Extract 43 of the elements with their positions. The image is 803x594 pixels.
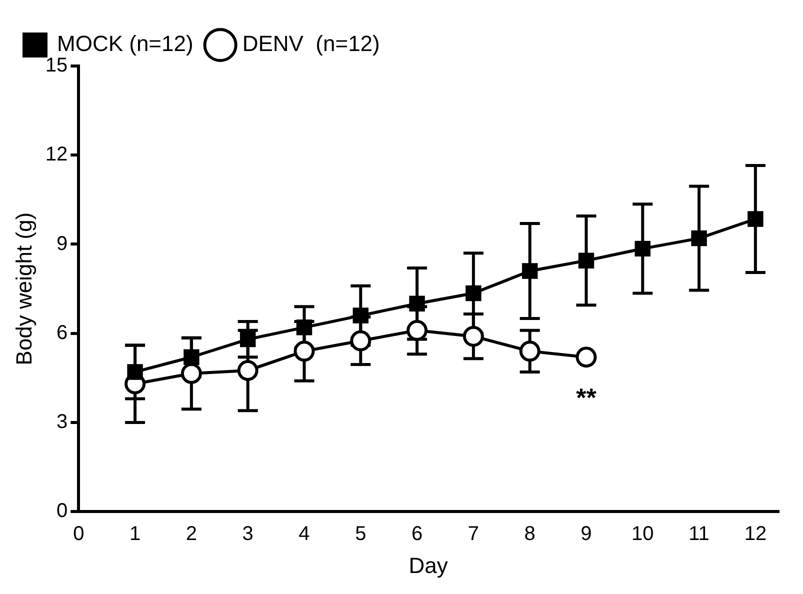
x-tick-label: 8 xyxy=(524,523,536,546)
x-tick-label: 7 xyxy=(468,523,480,546)
x-tick-label: 9 xyxy=(580,523,592,546)
legend-label: DENV (n=12) xyxy=(242,31,380,56)
point xyxy=(748,211,764,227)
point xyxy=(352,308,369,324)
annotation: ** xyxy=(576,382,598,412)
x-tick-label: 1 xyxy=(129,523,141,546)
x-tick-label: 12 xyxy=(744,523,767,546)
y-tick-label: 6 xyxy=(56,322,68,344)
point xyxy=(578,252,594,268)
x-tick-label: 0 xyxy=(73,523,84,546)
point xyxy=(634,240,651,257)
x-tick-label: 5 xyxy=(355,523,366,546)
point xyxy=(240,331,256,348)
point xyxy=(296,320,312,336)
x-tick-label: 11 xyxy=(688,523,710,546)
y-tick-label: 0 xyxy=(56,500,68,522)
legend-label: MOCK (n=12) xyxy=(57,31,194,56)
point xyxy=(406,320,428,341)
x-tick-label: 3 xyxy=(242,523,254,546)
point xyxy=(466,285,482,302)
point xyxy=(462,326,484,347)
x-tick-label: 6 xyxy=(411,523,423,546)
point xyxy=(184,349,200,365)
point xyxy=(519,340,540,362)
y-axis-title: Body weight (g) xyxy=(11,212,36,366)
point xyxy=(409,296,425,312)
point xyxy=(350,330,372,352)
x-tick-label: 10 xyxy=(632,523,654,546)
x-axis-title: Day xyxy=(408,552,448,578)
point xyxy=(127,364,143,380)
x-tick-label: 2 xyxy=(186,523,198,546)
y-tick-label: 3 xyxy=(56,410,68,433)
point xyxy=(237,360,258,381)
y-tick-label: 12 xyxy=(45,144,68,166)
y-tick-label: 15 xyxy=(45,54,68,77)
point xyxy=(294,340,315,362)
point xyxy=(576,346,597,368)
point xyxy=(691,230,707,246)
x-tick-label: 4 xyxy=(298,523,310,546)
y-tick-label: 9 xyxy=(56,232,68,255)
point xyxy=(522,263,538,279)
